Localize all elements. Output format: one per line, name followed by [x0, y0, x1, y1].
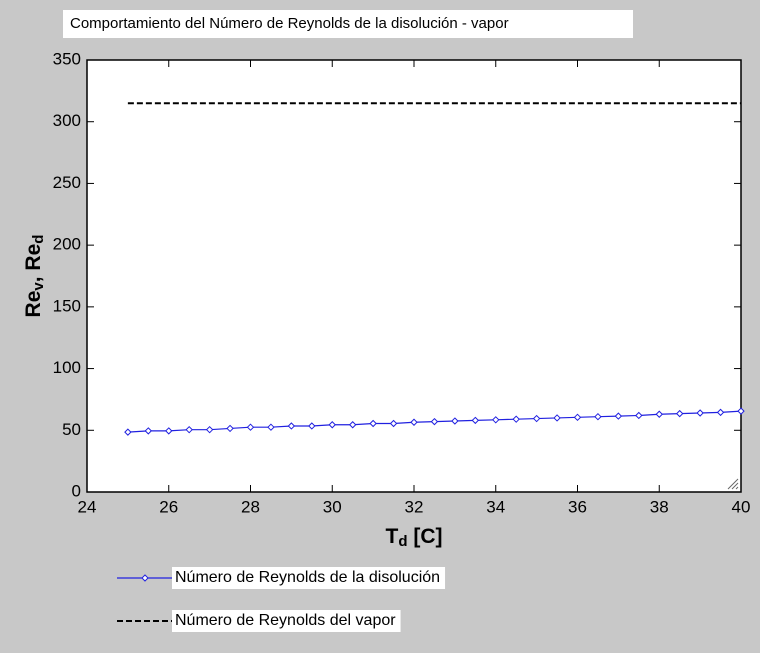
- point-marker: [532, 414, 541, 423]
- y-axis-label-part: Re: [22, 291, 45, 318]
- point-marker: [287, 422, 296, 430]
- title-box: [63, 10, 633, 38]
- point-marker: [205, 425, 214, 434]
- y-tick-label: 350: [53, 49, 81, 68]
- point-marker: [675, 409, 684, 418]
- x-tick-label: 24: [78, 497, 97, 516]
- point-marker: [308, 422, 316, 430]
- y-axis-label-part: v: [30, 282, 47, 291]
- x-tick-label: 28: [241, 497, 260, 516]
- point-marker: [737, 407, 745, 415]
- y-tick-label: 250: [53, 173, 81, 192]
- point-marker: [185, 425, 193, 434]
- x-tick-label: 30: [323, 497, 342, 516]
- legend-label-bg: [172, 567, 446, 589]
- x-axis-label-part: d: [398, 533, 407, 550]
- y-tick-label: 50: [62, 420, 81, 439]
- point-marker: [573, 413, 582, 422]
- point-marker: [144, 427, 153, 435]
- y-tick-label: 100: [53, 358, 81, 377]
- y-axis-label: Rev, Red: [22, 235, 47, 318]
- x-axis-label: Td [C]: [386, 525, 443, 550]
- point-marker: [328, 421, 336, 429]
- point-marker: [389, 419, 398, 428]
- plot-area: [86, 59, 742, 493]
- point-marker: [471, 416, 480, 425]
- point-marker: [124, 428, 132, 436]
- point-marker: [246, 423, 255, 431]
- x-axis-label-part: [C]: [408, 525, 443, 548]
- point-marker: [410, 418, 418, 426]
- y-tick-label: 150: [53, 296, 81, 315]
- x-tick-label: 26: [159, 497, 178, 516]
- chart-title: Comportamiento del Número de Reynolds de…: [70, 15, 509, 32]
- point-marker: [635, 411, 643, 420]
- y-tick-label: 200: [53, 235, 81, 254]
- point-marker: [594, 413, 602, 421]
- x-tick-label: 34: [486, 497, 505, 516]
- y-tick-label: 0: [72, 481, 81, 500]
- point-marker: [267, 423, 275, 431]
- legend-marker: [141, 574, 149, 582]
- point-marker: [492, 416, 500, 424]
- x-tick-label: 32: [405, 497, 424, 516]
- x-tick-label: 36: [568, 497, 587, 516]
- point-marker: [553, 414, 561, 422]
- point-marker: [716, 408, 725, 417]
- point-marker: [226, 424, 234, 433]
- point-marker: [451, 417, 459, 425]
- point-marker: [614, 412, 623, 420]
- legend-label-bg: [172, 610, 401, 632]
- x-tick-label: 38: [650, 497, 669, 516]
- point-marker: [348, 421, 357, 429]
- y-tick-label: 300: [53, 111, 81, 130]
- point-marker: [369, 419, 377, 428]
- y-axis-label-part: , Re: [22, 244, 45, 283]
- point-marker: [696, 409, 704, 417]
- legend-label: Número de Reynolds de la disolución: [175, 569, 440, 586]
- legend-label: Número de Reynolds del vapor: [175, 612, 396, 629]
- resize-grip: [727, 478, 739, 490]
- x-tick-label: 40: [732, 497, 751, 516]
- y-axis-label-part: d: [30, 235, 47, 244]
- point-marker: [430, 417, 439, 426]
- x-axis-label-part: T: [386, 525, 399, 548]
- point-marker: [655, 410, 663, 418]
- point-marker: [165, 427, 173, 435]
- point-marker: [512, 415, 520, 423]
